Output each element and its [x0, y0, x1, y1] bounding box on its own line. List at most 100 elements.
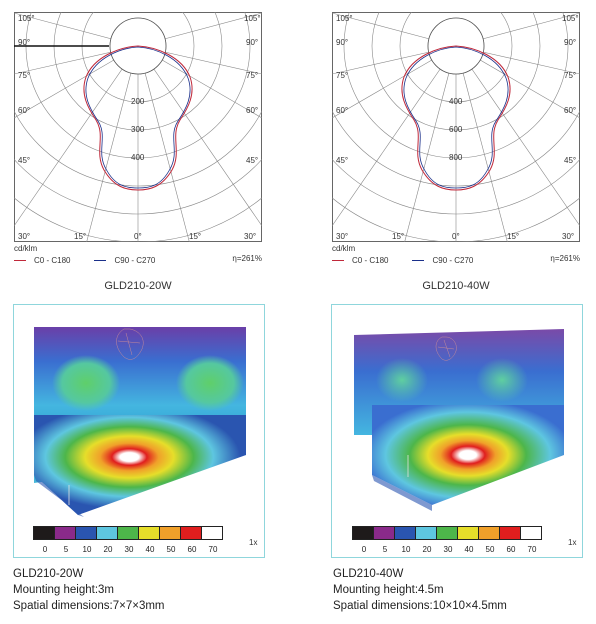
scale-label: 30 [443, 545, 453, 554]
efficiency-label: η=261% [232, 254, 262, 263]
zoom-label: 1x [249, 538, 258, 547]
polar-diagram-right: 105° 105° 90° 90° 75° 75° 60° 60° 45° 45… [332, 12, 580, 242]
scale-swatch [352, 526, 374, 540]
zoom-label: 1x [568, 538, 577, 547]
angle-label: 90° [564, 38, 576, 47]
luminaire-outline [435, 336, 457, 361]
legend-right: C0 - C180 C90 - C270 η=261% [332, 254, 580, 266]
angle-label: 45° [336, 156, 348, 165]
radial-value: 800 [449, 153, 463, 162]
radial-value: 400 [131, 153, 145, 162]
scale-label: 60 [506, 545, 516, 554]
angle-label: 105° [18, 14, 35, 23]
angle-label: 75° [564, 71, 576, 80]
angle-label: 15° [392, 232, 404, 241]
heatmap-svg-right [354, 329, 564, 511]
wall-spot [376, 358, 428, 402]
legend-item-c0: C0 - C180 [332, 256, 388, 265]
scale-swatch [201, 526, 223, 540]
floor-illuminance [34, 415, 246, 515]
angle-label: 15° [189, 232, 201, 241]
angle-label: 105° [336, 14, 353, 23]
polar-diagram-left: 105° 105° 90° 90° 75° 75° 60° 60° 45° 45… [14, 12, 262, 242]
scale-label: 50 [485, 545, 495, 554]
angle-label: 45° [246, 156, 258, 165]
color-scale-left [33, 526, 223, 540]
angle-label: 75° [336, 71, 348, 80]
legend-label: C90 - C270 [432, 255, 474, 265]
radial-value: 400 [449, 97, 463, 106]
angle-label: 75° [246, 71, 258, 80]
spec-dimensions: Spatial dimensions:10×10×4.5mm [333, 600, 507, 612]
angle-label: 15° [74, 232, 86, 241]
scale-label: 70 [208, 545, 218, 554]
spec-mounting-height: Mounting height:3m [13, 584, 115, 596]
scale-label: 5 [63, 545, 69, 554]
scale-swatch [373, 526, 395, 540]
scale-label: 0 [42, 545, 48, 554]
angle-label: 75° [18, 71, 30, 80]
scale-swatch [436, 526, 458, 540]
legend-item-c90: C90 - C270 [412, 256, 473, 265]
angle-label: 60° [246, 106, 258, 115]
wall-spot [52, 355, 120, 411]
scale-swatch [457, 526, 479, 540]
angle-label: 0° [134, 232, 142, 241]
angle-label: 45° [18, 156, 30, 165]
illuminance-render-right [331, 304, 583, 558]
scale-label: 40 [464, 545, 474, 554]
spec-model: GLD210-40W [333, 568, 404, 580]
curve-c0-c180 [83, 45, 193, 191]
spec-mounting-height: Mounting height:4.5m [333, 584, 444, 596]
scale-swatch [33, 526, 55, 540]
curve-c90-c270 [85, 46, 191, 189]
angle-label: 60° [18, 106, 30, 115]
floor-edge [372, 475, 432, 511]
angle-label: 30° [18, 232, 30, 241]
scale-label: 70 [527, 545, 537, 554]
spec-block-left: GLD210-20W Mounting height:3m Spatial di… [13, 566, 165, 614]
scale-label: 30 [124, 545, 134, 554]
angle-label: 105° [244, 14, 261, 23]
scale-swatch [138, 526, 160, 540]
spec-block-right: GLD210-40W Mounting height:4.5m Spatial … [333, 566, 507, 614]
spec-dimensions: Spatial dimensions:7×7×3mm [13, 600, 165, 612]
legend-label: C0 - C180 [34, 255, 71, 265]
legend-item-c90: C90 - C270 [94, 256, 155, 265]
angle-label: 30° [336, 232, 348, 241]
scale-label: 40 [145, 545, 155, 554]
floor-illuminance [372, 405, 564, 505]
scale-swatch [75, 526, 97, 540]
color-scale-right [352, 526, 542, 540]
angle-label: 0° [452, 232, 460, 241]
unit-label: cd/klm [332, 244, 356, 253]
scale-label: 0 [361, 545, 367, 554]
curve-c90-c270 [403, 46, 509, 189]
illuminance-render-left [13, 304, 265, 558]
wall-spot [176, 355, 244, 411]
legend-swatch-blue [94, 259, 107, 261]
scale-swatch [394, 526, 416, 540]
angle-label: 30° [244, 232, 256, 241]
scale-swatch [478, 526, 500, 540]
polar-svg-right: 105° 105° 90° 90° 75° 75° 60° 60° 45° 45… [332, 12, 580, 242]
heatmap-svg-left [34, 327, 246, 517]
angle-label: 60° [336, 106, 348, 115]
angle-label: 60° [564, 106, 576, 115]
angle-label: 15° [507, 232, 519, 241]
scale-swatch [520, 526, 542, 540]
scale-label: 60 [187, 545, 197, 554]
angle-label: 90° [246, 38, 258, 47]
scale-swatch [96, 526, 118, 540]
scale-label: 50 [166, 545, 176, 554]
legend-swatch-red [14, 259, 26, 261]
curve-c0-c180 [401, 45, 511, 191]
spec-model: GLD210-20W [13, 568, 84, 580]
scale-label: 20 [103, 545, 113, 554]
efficiency-label: η=261% [550, 254, 580, 263]
radial-value: 600 [449, 125, 463, 134]
legend-label: C0 - C180 [352, 255, 389, 265]
angle-label: 45° [564, 156, 576, 165]
legend-item-c0: C0 - C180 [14, 256, 70, 265]
scale-swatch [54, 526, 76, 540]
